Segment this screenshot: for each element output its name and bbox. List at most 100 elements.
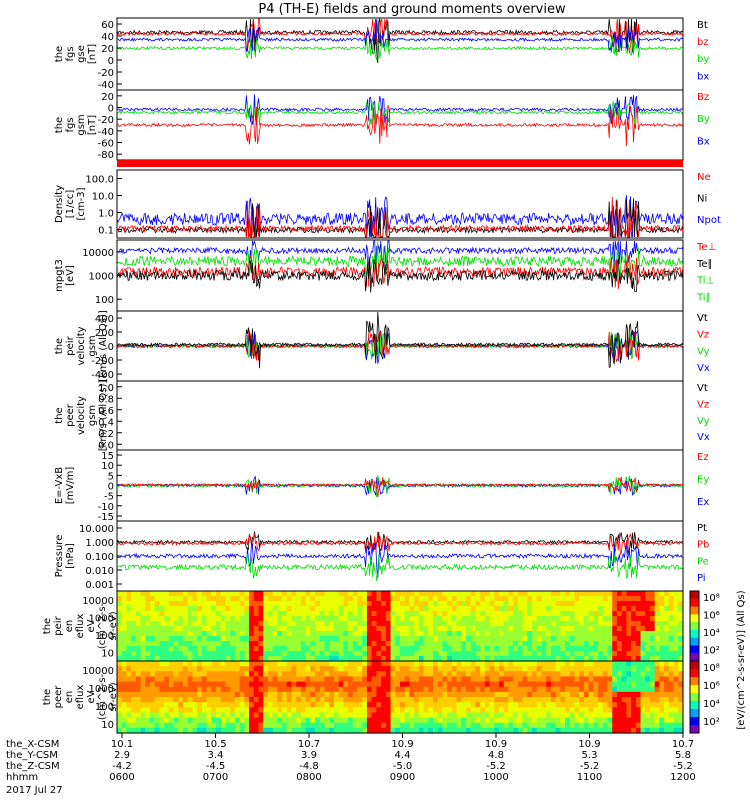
y-axis-label: [km/s (All Qs)] [98, 380, 109, 452]
y-tick-label: -20 [98, 68, 114, 79]
y-tick-label: 60 [101, 20, 114, 31]
y-tick-label: -80 [98, 150, 114, 161]
axis-row-value: -5.2 [486, 761, 506, 772]
y-tick-label: 20 [101, 44, 114, 55]
legend-entry: Pe [697, 556, 709, 567]
axis-row-value: 1000 [483, 772, 508, 783]
y-tick-label: -20 [98, 115, 114, 126]
page-title: P4 (TH-E) fields and ground moments over… [258, 2, 566, 17]
y-tick-label: 0.100 [85, 552, 114, 563]
y-tick-label: 5 [108, 471, 114, 482]
y-tick-label: 0.8 [98, 394, 114, 405]
axis-row-value: 10.7 [672, 739, 694, 750]
y-axis-label: fgs [65, 46, 76, 61]
axis-row-name: hhmm [6, 772, 38, 783]
colorbar: 10⁸ 10⁶ 10⁴ 10² 10⁸ 10⁶ 10⁴ 10² [eV/(cm^2-s-sr-e… [689, 590, 747, 734]
y-tick-label: -60 [98, 139, 114, 150]
axis-row-value: 1100 [577, 772, 602, 783]
y-tick-label: 40 [101, 32, 114, 43]
panel-vpeer: 1.00.80.60.40.20.0 the peer velocity gsm [km/… [54, 380, 710, 452]
y-tick-label: 0.4 [98, 417, 114, 428]
y-tick-label: -200 [91, 356, 114, 367]
y-axis-label: the [42, 618, 53, 634]
y-axis-label: [nT] [87, 115, 98, 135]
colorbar-tick: 10⁸ [703, 593, 720, 604]
axis-row-value: -4.5 [206, 761, 226, 772]
y-tick-label: 1000 [89, 272, 114, 283]
colorbar-tick: 10⁶ [703, 611, 720, 622]
y-tick-label: 10.0 [92, 192, 114, 203]
colorbar-tick: 10⁴ [703, 628, 720, 639]
y-axis-label: the [54, 117, 65, 133]
panel-ionspec: 10000 1000 100 10 the peir en eflux eV (cm^2-s-sr… [42, 590, 684, 662]
panel-density: 100.0 10.0 1.0 0.1 Density [1/cc] [cm-3] Ne Ni Np… [54, 169, 721, 239]
y-tick-label: 100 [95, 295, 114, 306]
y-axis-label: (cm^2-s- [97, 673, 108, 720]
y-tick-label: 1000 [89, 613, 114, 624]
panel-fgsgsm: 200-20-40-60-80 the fgs gsm [nT] Bz By Bx [54, 89, 710, 161]
legend-entry: Vt [697, 313, 708, 324]
y-axis-label: gse [76, 45, 87, 63]
axis-row-value: 10.9 [578, 739, 600, 750]
y-tick-label: -400 [91, 370, 114, 381]
axis-row-value: -4.8 [299, 761, 319, 772]
legend-entry: Vt [697, 383, 708, 394]
axis-row-name: the_Z-CSM [6, 761, 60, 772]
y-tick-label: 0.2 [98, 429, 114, 440]
legend-entry: Npot [697, 215, 721, 226]
y-tick-label: 0.010 [85, 566, 114, 577]
y-axis-label: velocity [76, 396, 87, 435]
y-axis-label: sr-eV) [108, 682, 119, 711]
panel-elecspec: 10000 1000 100 10 the peer en eflux eV (cm^2-s-sr… [42, 660, 684, 734]
legend-entry: Bz [697, 92, 709, 103]
axis-row-value: -5.2 [673, 761, 693, 772]
legend-entry: Ex [697, 497, 709, 508]
y-tick-label: 0.6 [98, 406, 114, 417]
legend-entry: Vz [697, 330, 709, 341]
y-tick-label: 200 [95, 328, 114, 339]
y-tick-label: 10000 [82, 596, 114, 607]
y-axis-label: [nT] [87, 44, 98, 64]
y-axis-label: the [54, 407, 65, 423]
axis-row-value: 4.8 [488, 750, 504, 761]
y-axis-label: [km/s (All Qs)] [98, 310, 109, 382]
legend-entry: Ey [697, 474, 709, 485]
legend-entry: Te∥ [696, 259, 713, 270]
y-tick-label: 0.0 [98, 440, 114, 451]
axis-row-value: 4.4 [395, 750, 411, 761]
legend-entry: Bx [697, 136, 710, 147]
y-axis-label: [1/cc] [65, 190, 76, 219]
y-tick-label: 400 [95, 314, 114, 325]
y-axis-label: the [54, 46, 65, 62]
y-tick-label: 10 [101, 720, 114, 731]
y-axis-label: [cm-3] [76, 187, 87, 220]
colorbar-tick: 10⁴ [703, 699, 720, 710]
status-bar [117, 160, 683, 167]
y-tick-label: -40 [98, 80, 114, 91]
y-tick-label: -40 [98, 127, 114, 138]
legend-entry: Pb [697, 540, 709, 551]
y-tick-label: 0 [108, 342, 114, 353]
axis-row-value: 2.9 [114, 750, 130, 761]
legend-entry: bx [697, 71, 709, 82]
axis-row-value: 3.4 [208, 750, 224, 761]
axis-row-value: -5.2 [580, 761, 600, 772]
y-axis-label: peer [53, 685, 64, 709]
axis-row-value: 10.1 [111, 739, 133, 750]
axis-row-value: 5.8 [675, 750, 691, 761]
legend-entry: Vx [697, 432, 710, 443]
legend-entry: Vy [697, 346, 710, 357]
y-axis-label: gsm [87, 335, 98, 356]
y-tick-label: -5 [104, 492, 114, 503]
y-axis-label: [nPa] [65, 543, 76, 569]
y-tick-label: 10.000 [79, 524, 114, 535]
axis-row-value: 3.9 [301, 750, 317, 761]
y-tick-label: 100 [95, 631, 114, 642]
legend-entry: By [697, 114, 710, 125]
y-axis-label: eflux [75, 685, 86, 710]
y-tick-label: -15 [98, 512, 114, 523]
y-axis-label: E=-VxB [54, 467, 65, 504]
y-axis-label: [eV] [65, 265, 76, 286]
